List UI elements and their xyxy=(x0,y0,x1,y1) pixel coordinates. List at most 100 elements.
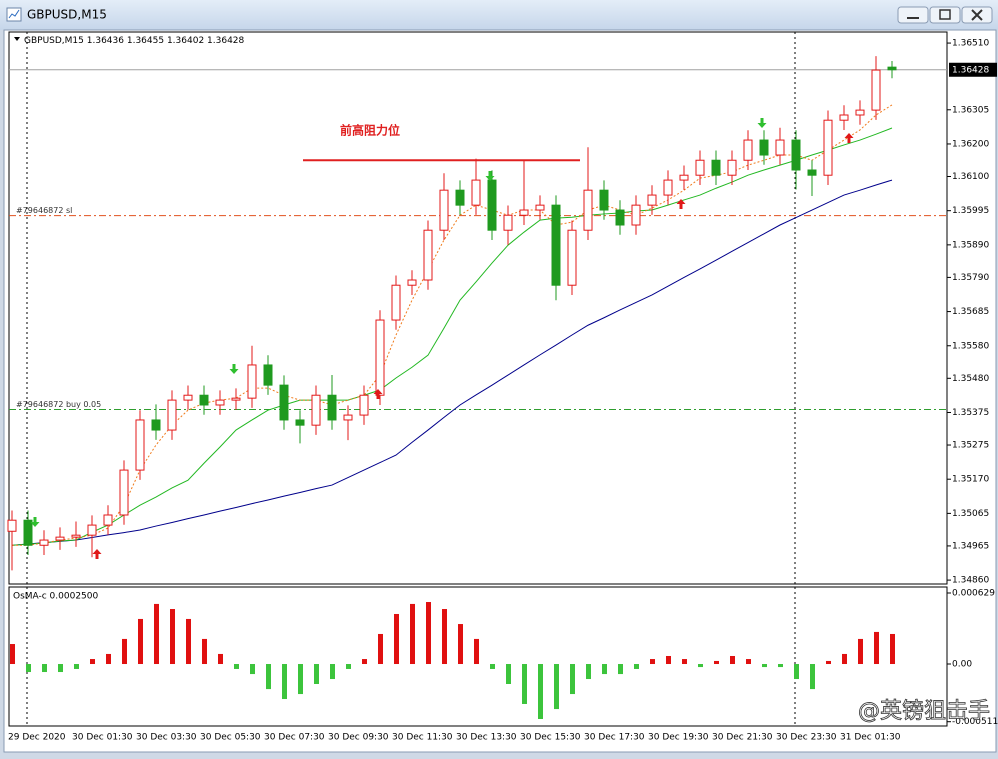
osma-bar xyxy=(762,664,767,668)
y-tick-label: 1.35890 xyxy=(952,240,989,250)
moving-average xyxy=(11,127,893,546)
osma-bar xyxy=(842,653,847,665)
open-price: 1.36436 xyxy=(87,36,124,46)
osma-bar xyxy=(666,655,671,665)
osma-bar xyxy=(538,664,543,719)
maximize-button[interactable] xyxy=(929,6,961,24)
osma-bar xyxy=(282,664,287,700)
marks: 1.36510 1.36305 1.36200 1.36100 1.35995 1.358… xyxy=(7,39,998,743)
osma-bar xyxy=(10,644,15,665)
high-price: 1.36455 xyxy=(127,36,164,46)
y-tick-label: 1.36510 xyxy=(952,39,989,49)
osma-bar xyxy=(746,659,751,665)
minimize-button[interactable] xyxy=(897,6,929,24)
candle-body xyxy=(807,169,817,176)
y-tick-label: 1.35275 xyxy=(952,441,989,451)
candle-body xyxy=(71,534,81,538)
y-tick-label: 1.36200 xyxy=(952,139,989,149)
candle-body xyxy=(279,384,289,421)
candle-body xyxy=(199,394,209,406)
candle-body xyxy=(615,209,625,226)
osma-bar xyxy=(442,609,447,665)
candle-body xyxy=(743,139,753,161)
candle-body xyxy=(359,394,369,416)
candle-body xyxy=(327,394,337,421)
osma-bar xyxy=(26,664,31,673)
candle-body xyxy=(759,139,769,156)
osma-bar xyxy=(186,618,191,665)
osma-bar xyxy=(426,602,431,665)
y-tick-label: 1.35790 xyxy=(952,273,989,283)
candle-body xyxy=(23,519,33,546)
osma-bar xyxy=(602,664,607,675)
osma-bar xyxy=(154,603,159,665)
y-tick-label: 1.35685 xyxy=(952,307,989,317)
osma-bar xyxy=(42,664,47,673)
candle-body xyxy=(391,284,401,321)
x-tick-label: 30 Dec 15:30 xyxy=(520,733,581,743)
resistance-label: 前高阻力位 xyxy=(340,123,400,138)
candle-body xyxy=(151,419,161,431)
osma-bar xyxy=(90,659,95,665)
candle-body xyxy=(7,519,17,532)
candle-body xyxy=(727,159,737,176)
candle-body xyxy=(567,229,577,286)
osma-bar xyxy=(650,659,655,665)
candle-body xyxy=(231,397,241,401)
osma-bar xyxy=(378,633,383,665)
candle-body xyxy=(135,419,145,471)
osma-bar xyxy=(474,638,479,665)
low-price: 1.36402 xyxy=(167,36,204,46)
osma-bar xyxy=(506,664,511,684)
maximize-icon xyxy=(939,9,951,20)
candle-body xyxy=(471,179,481,206)
osma-bar xyxy=(170,609,175,665)
candle-body xyxy=(295,419,305,426)
candle-body xyxy=(311,394,321,426)
candle-body xyxy=(39,539,49,546)
candle-body xyxy=(183,394,193,401)
candle-body xyxy=(679,174,689,181)
osma-bar xyxy=(106,653,111,665)
candle-body xyxy=(407,279,417,286)
osma-bar xyxy=(858,638,863,665)
y-tick-label: 1.35375 xyxy=(952,408,989,418)
candle-body xyxy=(791,139,801,171)
osma-bar xyxy=(522,664,527,704)
candle-body xyxy=(823,119,833,176)
osma-bar xyxy=(730,655,735,665)
candle-body xyxy=(519,209,529,216)
x-tick-label: 30 Dec 07:30 xyxy=(264,733,325,743)
candle-body xyxy=(423,229,433,281)
chart-header: GBPUSD,M15 1.36436 1.36455 1.36402 1.364… xyxy=(24,36,245,46)
x-tick-label: 29 Dec 2020 xyxy=(8,733,66,743)
osma-bar xyxy=(314,664,319,684)
candle-body xyxy=(487,179,497,231)
menu-arrow[interactable] xyxy=(14,37,20,41)
x-tick-label: 30 Dec 21:30 xyxy=(712,733,773,743)
y-tick-label: 1.36100 xyxy=(952,172,989,182)
window-icon-graph xyxy=(8,9,20,19)
candle-body xyxy=(871,69,881,111)
y-tick-label: 1.34965 xyxy=(952,541,989,551)
candle-body xyxy=(855,109,865,116)
candle-body xyxy=(535,204,545,211)
candle-body xyxy=(711,159,721,176)
candle-body xyxy=(631,204,641,226)
osma-bar xyxy=(794,664,799,680)
candle-body xyxy=(583,189,593,231)
osma-bar xyxy=(122,638,127,665)
osma-bar xyxy=(330,664,335,680)
y-tick-label: -0.000511 xyxy=(952,717,998,727)
close-price: 1.36428 xyxy=(207,36,244,46)
x-tick-label: 30 Dec 23:30 xyxy=(776,733,837,743)
window-buttons[interactable] xyxy=(897,6,993,24)
window-title: GBPUSD,M15 xyxy=(27,8,107,22)
bid-label-box xyxy=(949,62,997,77)
osma-bar xyxy=(554,664,559,710)
candle-body xyxy=(215,399,225,406)
candle-body xyxy=(439,189,449,231)
candle-body xyxy=(375,319,385,396)
candle-body xyxy=(103,514,113,526)
